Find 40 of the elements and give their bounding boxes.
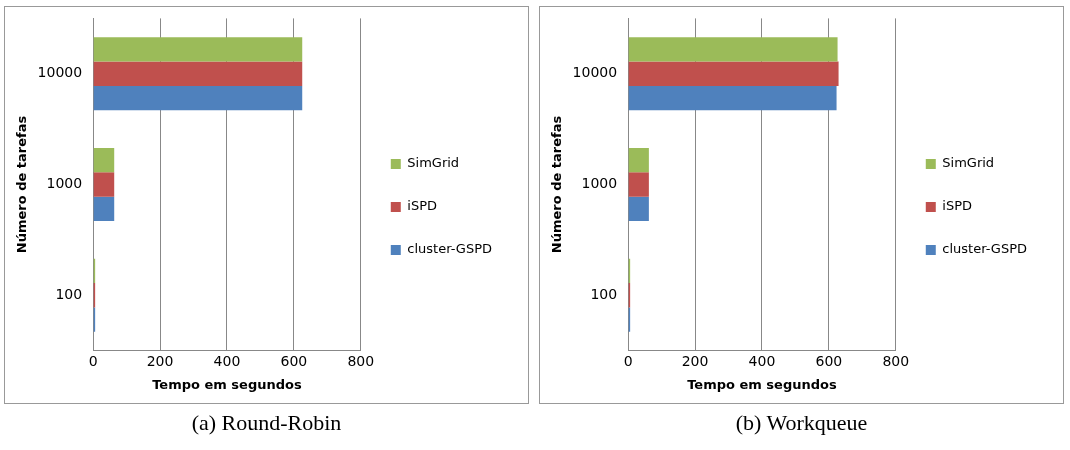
y-axis-title: Número de tarefas xyxy=(549,115,565,254)
x-tick-label: 0 xyxy=(623,352,633,369)
x-tick-label: 200 xyxy=(146,352,174,369)
bar xyxy=(93,172,115,197)
legend-label: iSPD xyxy=(407,198,437,214)
y-tick-label: 1000 xyxy=(581,175,618,192)
x-tick-label: 800 xyxy=(882,352,910,369)
x-tick-label: 0 xyxy=(88,352,98,369)
x-axis-title: Tempo em segundos xyxy=(152,376,302,392)
y-tick-label: 10000 xyxy=(572,64,618,81)
x-axis-title: Tempo em segundos xyxy=(687,376,837,392)
bar xyxy=(93,147,115,173)
bar xyxy=(93,85,303,111)
x-tick-label: 600 xyxy=(280,352,308,369)
bar xyxy=(628,37,838,62)
bar xyxy=(628,85,837,111)
y-tick-label: 100 xyxy=(55,285,83,302)
legend-label: cluster-GSPD xyxy=(407,241,493,257)
bar xyxy=(93,196,115,222)
y-tick-label: 100 xyxy=(590,285,618,302)
x-tick-label: 200 xyxy=(681,352,709,369)
bar xyxy=(93,37,303,62)
bar xyxy=(628,61,839,86)
legend-label: SimGrid xyxy=(942,155,995,171)
bar xyxy=(628,172,649,197)
y-axis-title: Número de tarefas xyxy=(14,115,30,254)
x-tick-label: 800 xyxy=(347,352,375,369)
legend-label: iSPD xyxy=(942,198,972,214)
y-tick-label: 1000 xyxy=(46,175,83,192)
x-tick-label: 400 xyxy=(213,352,241,369)
bar xyxy=(628,147,649,173)
text: (b) Workqueue xyxy=(734,410,869,436)
text: (a) Round-Robin xyxy=(190,410,343,436)
y-tick-label: 10000 xyxy=(37,64,83,81)
legend-label: cluster-GSPD xyxy=(942,241,1028,257)
x-tick-label: 600 xyxy=(815,352,843,369)
bar xyxy=(628,196,649,222)
bar xyxy=(93,61,303,86)
x-tick-label: 400 xyxy=(748,352,776,369)
legend-label: SimGrid xyxy=(407,155,460,171)
